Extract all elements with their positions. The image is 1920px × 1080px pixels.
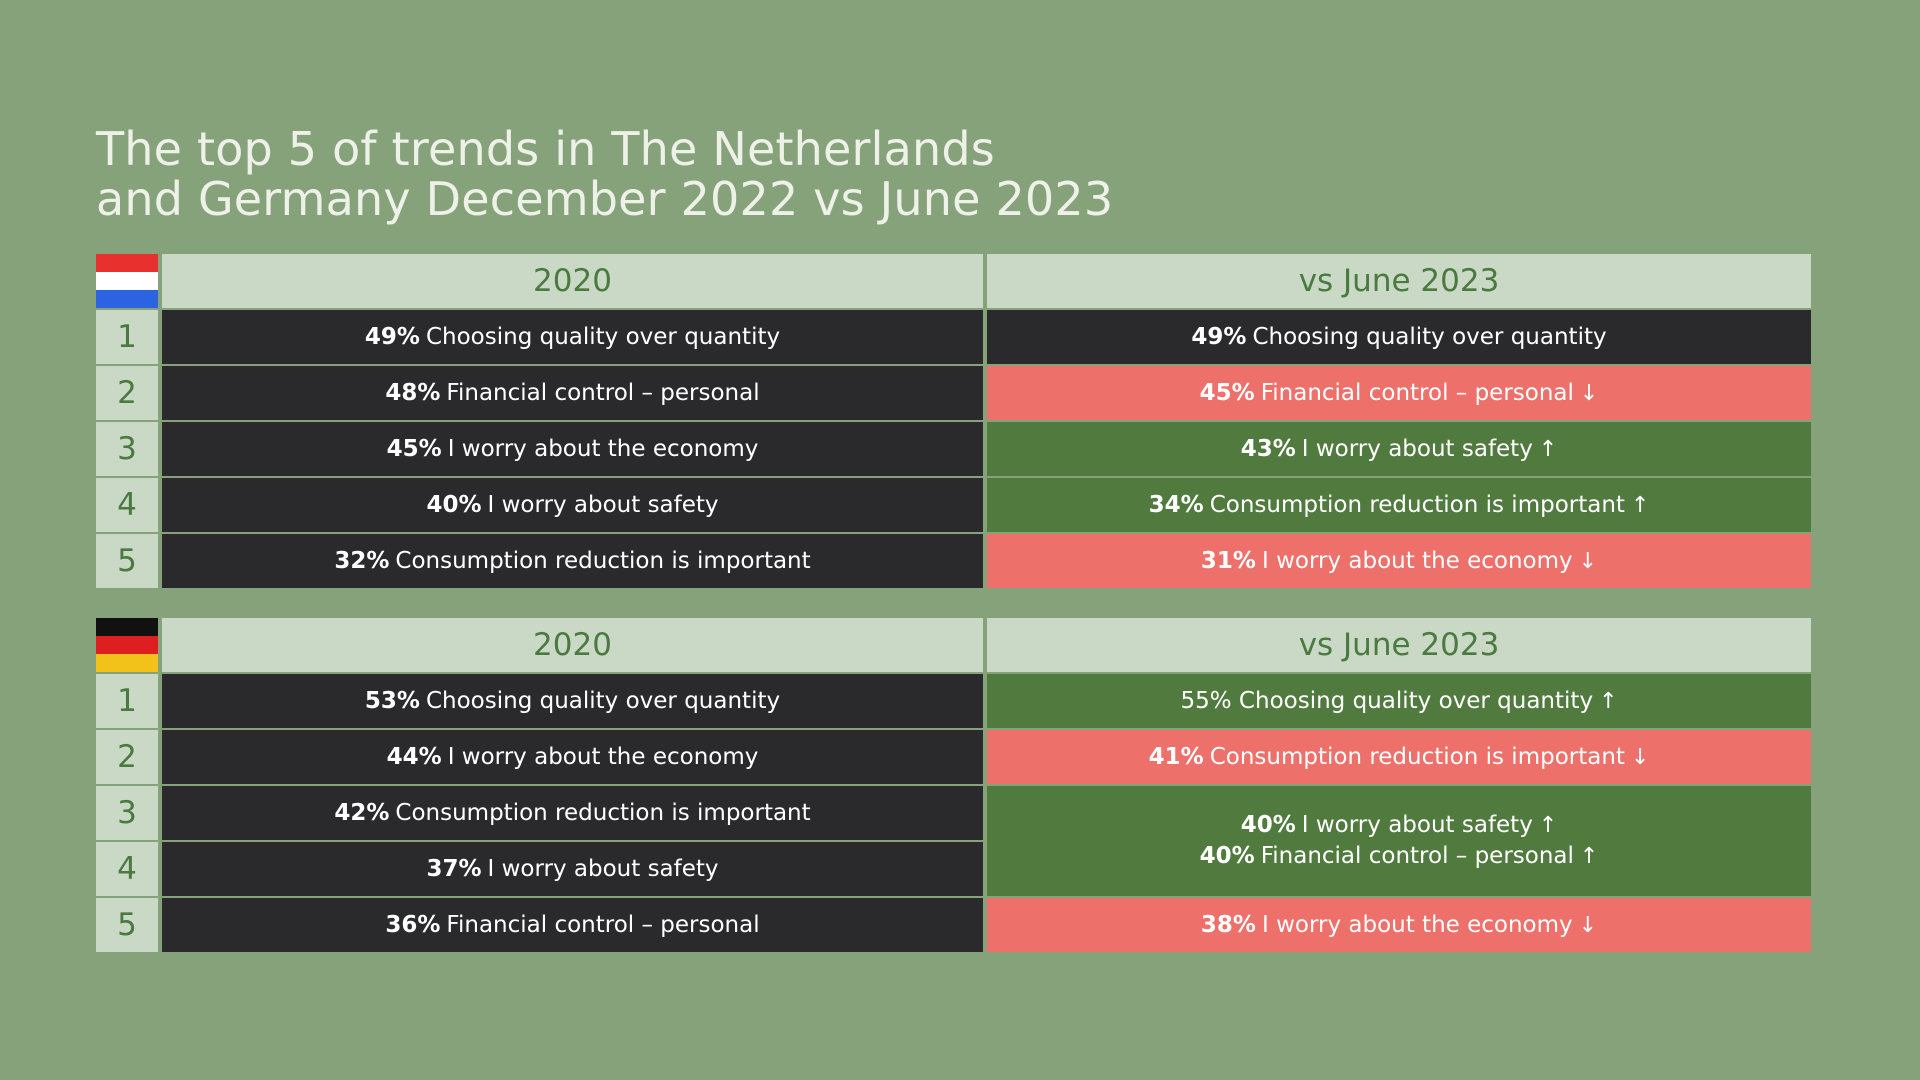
arrow-down-icon: ↓ — [1578, 912, 1598, 938]
trend-percent: 37% — [426, 856, 482, 882]
netherlands-table: 2020 vs June 2023 1 49% Choosing quality … — [96, 254, 1811, 588]
trend-cell-2020: 36% Financial control – personal — [162, 898, 983, 952]
rank-number: 3 — [96, 422, 158, 476]
trend-label: I worry about safety — [1301, 812, 1533, 838]
rank-number: 2 — [96, 730, 158, 784]
arrow-up-icon: ↑ — [1579, 844, 1599, 869]
trend-label: Financial control – personal — [1260, 843, 1574, 869]
arrow-down-icon: ↓ — [1630, 744, 1650, 770]
trend-percent: 49% — [364, 324, 420, 350]
trend-cell-2023: 43% I worry about safety ↑ — [987, 422, 1811, 476]
trend-line: 40% I worry about safety ↑ — [1241, 810, 1558, 841]
arrow-up-icon: ↑ — [1630, 492, 1650, 518]
trend-cell-2023: 38% I worry about the economy ↓ — [987, 898, 1811, 952]
netherlands-flag-icon — [96, 254, 158, 308]
arrow-down-icon: ↓ — [1579, 380, 1599, 406]
trend-cell-2020: 42% Consumption reduction is important — [162, 786, 983, 840]
trend-cell-2020: 44% I worry about the economy — [162, 730, 983, 784]
trend-label: Choosing quality over quantity — [1252, 324, 1607, 350]
rank-number: 1 — [96, 674, 158, 728]
trend-percent: 42% — [334, 800, 390, 826]
title-line-1: The top 5 of trends in The Netherlands — [96, 122, 995, 176]
flag-stripe-red — [96, 636, 158, 654]
trend-label: Consumption reduction is important — [395, 548, 811, 574]
rank-number: 1 — [96, 310, 158, 364]
trend-label: I worry about safety — [1301, 436, 1533, 462]
trend-cell-2023-merged: 40% I worry about safety ↑ 40% Financial co… — [987, 786, 1811, 896]
trend-label: I worry about the economy — [1261, 912, 1573, 938]
trend-cell-2023: 55% Choosing quality over quantity ↑ — [987, 674, 1811, 728]
trend-percent: 44% — [386, 744, 442, 770]
rank-number: 4 — [96, 478, 158, 532]
arrow-down-icon: ↓ — [1578, 548, 1598, 574]
trend-percent: 49% — [1191, 324, 1247, 350]
trend-cell-2020: 53% Choosing quality over quantity — [162, 674, 983, 728]
trend-cell-2020: 32% Consumption reduction is important — [162, 534, 983, 588]
trend-label: Financial control – personal — [1260, 380, 1574, 406]
trend-cell-2023: 49% Choosing quality over quantity — [987, 310, 1811, 364]
column-header-2020: 2020 — [162, 254, 983, 308]
title-line-2: and Germany December 2022 vs June 2023 — [96, 172, 1114, 226]
flag-stripe-red — [96, 254, 158, 272]
trend-percent: 45% — [386, 436, 442, 462]
trend-label: Choosing quality over quantity — [425, 688, 781, 714]
trend-percent: 40% — [1240, 812, 1296, 838]
trend-cell-2020: 49% Choosing quality over quantity — [162, 310, 983, 364]
trend-percent: 40% — [1199, 843, 1255, 869]
rank-number: 2 — [96, 366, 158, 420]
flag-stripe-blue — [96, 290, 158, 308]
trend-percent: 32% — [334, 548, 390, 574]
arrow-up-icon: ↑ — [1538, 813, 1558, 838]
trend-label: I worry about safety — [487, 856, 719, 882]
germany-flag-icon — [96, 618, 158, 672]
trend-label: Consumption reduction is important — [1209, 744, 1625, 770]
trend-cell-2020: 45% I worry about the economy — [162, 422, 983, 476]
trend-label: Consumption reduction is important — [395, 800, 811, 826]
trend-percent: 34% — [1148, 492, 1204, 518]
trend-percent: 41% — [1148, 744, 1204, 770]
trend-percent: 43% — [1240, 436, 1296, 462]
column-header-2020: 2020 — [162, 618, 983, 672]
flag-stripe-white — [96, 272, 158, 290]
trend-percent: 53% — [364, 688, 420, 714]
rank-number: 4 — [96, 842, 158, 896]
trend-label: 55% Choosing quality over quantity — [1180, 688, 1594, 714]
trend-label: I worry about safety — [487, 492, 719, 518]
trend-cell-2020: 37% I worry about safety — [162, 842, 983, 896]
page-title: The top 5 of trends in The Netherlands a… — [96, 124, 1113, 224]
trend-label: Choosing quality over quantity — [425, 324, 781, 350]
trend-label: I worry about the economy — [1261, 548, 1573, 574]
column-header-june-2023: vs June 2023 — [987, 618, 1811, 672]
arrow-up-icon: ↑ — [1599, 688, 1618, 714]
column-header-june-2023: vs June 2023 — [987, 254, 1811, 308]
trend-percent: 36% — [385, 912, 441, 938]
trend-percent: 45% — [1199, 380, 1255, 406]
trend-cell-2020: 40% I worry about safety — [162, 478, 983, 532]
trend-line: 40% Financial control – personal ↑ — [1200, 841, 1599, 872]
germany-table: 2020 vs June 2023 1 53% Choosing quality … — [96, 618, 1811, 952]
flag-stripe-black — [96, 618, 158, 636]
trend-label: Financial control – personal — [446, 380, 760, 406]
trend-label: Financial control – personal — [446, 912, 760, 938]
trend-label: I worry about the economy — [447, 744, 759, 770]
trend-cell-2023: 45% Financial control – personal ↓ — [987, 366, 1811, 420]
arrow-up-icon: ↑ — [1538, 436, 1558, 462]
trend-percent: 40% — [426, 492, 482, 518]
rank-number: 5 — [96, 898, 158, 952]
trend-label: Consumption reduction is important — [1209, 492, 1625, 518]
trend-cell-2023: 31% I worry about the economy ↓ — [987, 534, 1811, 588]
trend-cell-2020: 48% Financial control – personal — [162, 366, 983, 420]
rank-number: 3 — [96, 786, 158, 840]
trend-cell-2023: 34% Consumption reduction is important ↑ — [987, 478, 1811, 532]
rank-number: 5 — [96, 534, 158, 588]
trend-percent: 48% — [385, 380, 441, 406]
trend-cell-2023: 41% Consumption reduction is important ↓ — [987, 730, 1811, 784]
trend-percent: 38% — [1200, 912, 1256, 938]
trend-label: I worry about the economy — [447, 436, 759, 462]
trend-percent: 31% — [1200, 548, 1256, 574]
flag-stripe-gold — [96, 654, 158, 672]
